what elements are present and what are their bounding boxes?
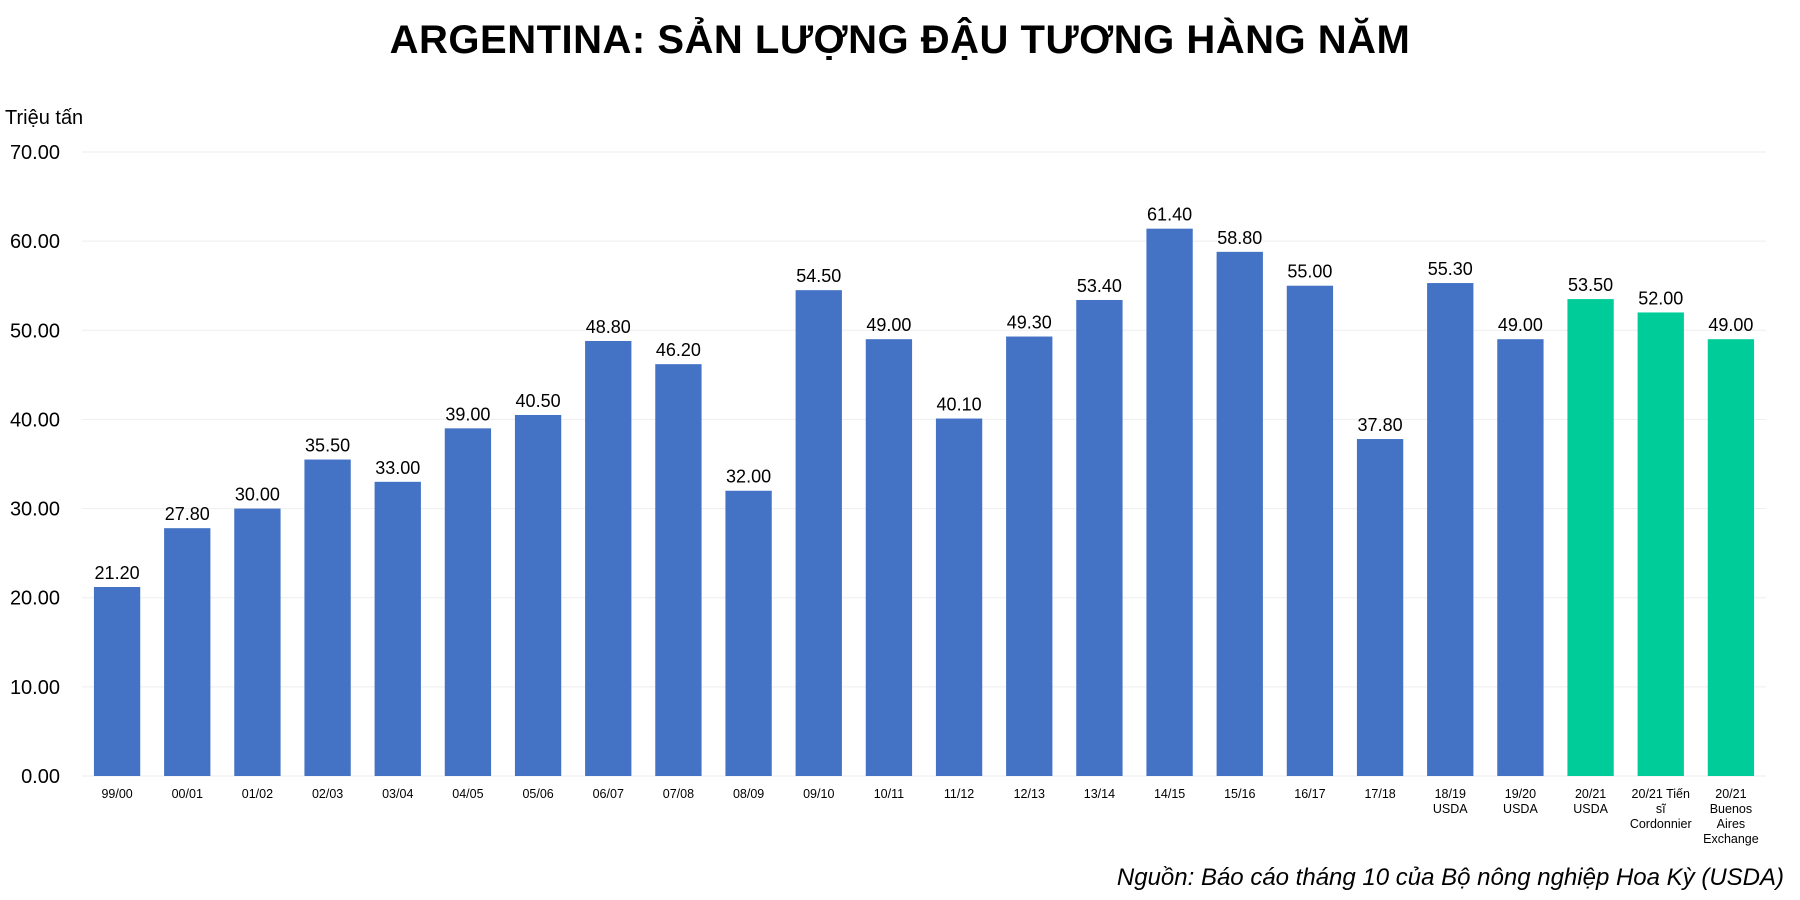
x-tick-label: 20/21 Buenos Aires Exchange (1703, 787, 1759, 846)
data-label: 49.00 (1708, 315, 1753, 335)
bar (374, 481, 421, 776)
bar (655, 364, 702, 776)
data-label: 52.00 (1638, 288, 1683, 308)
y-tick-label: 40.00 (10, 409, 60, 431)
x-tick-label: 03/04 (382, 787, 413, 801)
data-label: 27.80 (165, 504, 210, 524)
x-tick-label: 18/19 USDA (1433, 787, 1468, 816)
x-tick-label: 08/09 (733, 787, 764, 801)
data-label: 48.80 (586, 317, 631, 337)
bar (1146, 228, 1193, 777)
bar (585, 340, 632, 776)
bar (1497, 339, 1544, 776)
y-tick-label: 20.00 (10, 588, 60, 610)
x-axis-categories: 99/00 00/01 01/02 02/03 03/04 04/05 05/06 06/07… (101, 787, 1758, 846)
x-tick-label: 09/10 (803, 787, 834, 801)
bar (865, 339, 913, 776)
x-tick-label: 07/08 (663, 787, 694, 801)
bar (1427, 283, 1474, 776)
data-label: 35.50 (305, 436, 350, 456)
data-label: 49.00 (866, 315, 911, 335)
bars (93, 228, 1755, 777)
bar (93, 587, 141, 776)
data-label: 58.80 (1217, 228, 1262, 248)
y-tick-label: 0.00 (21, 766, 60, 788)
data-label: 61.40 (1147, 205, 1192, 225)
bar (935, 418, 983, 776)
data-label: 39.00 (445, 404, 490, 424)
x-tick-label: 11/12 (944, 787, 974, 801)
bar (304, 459, 351, 776)
data-label: 30.00 (235, 485, 280, 505)
x-tick-label: 04/05 (452, 787, 483, 801)
x-tick-label: 05/06 (522, 787, 553, 801)
x-tick-label: 16/17 (1294, 787, 1325, 801)
x-tick-label: 15/16 (1224, 787, 1255, 801)
data-label: 40.10 (937, 395, 982, 415)
data-label: 55.00 (1287, 262, 1332, 282)
data-label: 40.50 (516, 391, 561, 411)
bar (1216, 251, 1263, 777)
data-label: 55.30 (1428, 259, 1473, 279)
gridlines (82, 151, 1766, 777)
y-tick-label: 50.00 (10, 320, 60, 342)
x-tick-label: 01/02 (242, 787, 273, 801)
data-label: 53.40 (1077, 276, 1122, 296)
y-axis-label: Triệu tấn (5, 107, 83, 129)
x-tick-label: 99/00 (101, 787, 132, 801)
data-label: 49.00 (1498, 315, 1543, 335)
data-label: 53.50 (1568, 275, 1613, 295)
bar (164, 528, 211, 776)
x-tick-label: 20/21 Tiến sĩ Cordonnier (1630, 787, 1692, 831)
x-tick-label: 10/11 (874, 787, 904, 801)
x-tick-label: 12/13 (1014, 787, 1045, 801)
bar (795, 290, 842, 776)
data-label: 49.30 (1007, 313, 1052, 333)
data-label: 46.20 (656, 340, 701, 360)
x-tick-label: 13/14 (1084, 787, 1115, 801)
bar (1567, 299, 1614, 776)
bar (1637, 312, 1684, 776)
x-tick-label: 20/21 USDA (1573, 787, 1608, 816)
chart-title: ARGENTINA: SẢN LƯỢNG ĐẬU TƯƠNG HÀNG NĂM (389, 18, 1411, 62)
bar (234, 508, 281, 776)
x-tick-label: 19/20 USDA (1503, 787, 1538, 816)
x-tick-label: 06/07 (593, 787, 624, 801)
data-label: 32.00 (726, 467, 771, 487)
data-label: 54.50 (796, 266, 841, 286)
bar (1356, 439, 1404, 776)
data-label: 37.80 (1358, 415, 1403, 435)
data-label: 33.00 (375, 458, 420, 478)
x-tick-label: 14/15 (1154, 787, 1185, 801)
x-tick-label: 00/01 (172, 787, 203, 801)
bar (444, 428, 492, 776)
bar (1076, 299, 1123, 776)
y-tick-label: 30.00 (10, 499, 60, 521)
y-tick-label: 60.00 (10, 231, 60, 253)
y-axis-ticks: 0.00 10.00 20.00 30.00 40.00 50.00 60.00 70.00 (10, 142, 60, 788)
data-label: 21.20 (95, 563, 140, 583)
value-labels: 21.20 27.80 30.00 35.50 33.00 39.00 40.50 48.80… (95, 205, 1754, 583)
bar (514, 414, 562, 776)
x-tick-label: 02/03 (312, 787, 343, 801)
y-tick-label: 70.00 (10, 142, 60, 164)
bar (1707, 339, 1755, 776)
bar (1006, 336, 1053, 776)
bar (725, 490, 772, 776)
y-tick-label: 10.00 (10, 677, 60, 699)
source-note: Nguồn: Báo cáo tháng 10 của Bộ nông nghi… (1116, 864, 1784, 891)
x-tick-label: 17/18 (1364, 787, 1395, 801)
bar (1286, 285, 1334, 776)
